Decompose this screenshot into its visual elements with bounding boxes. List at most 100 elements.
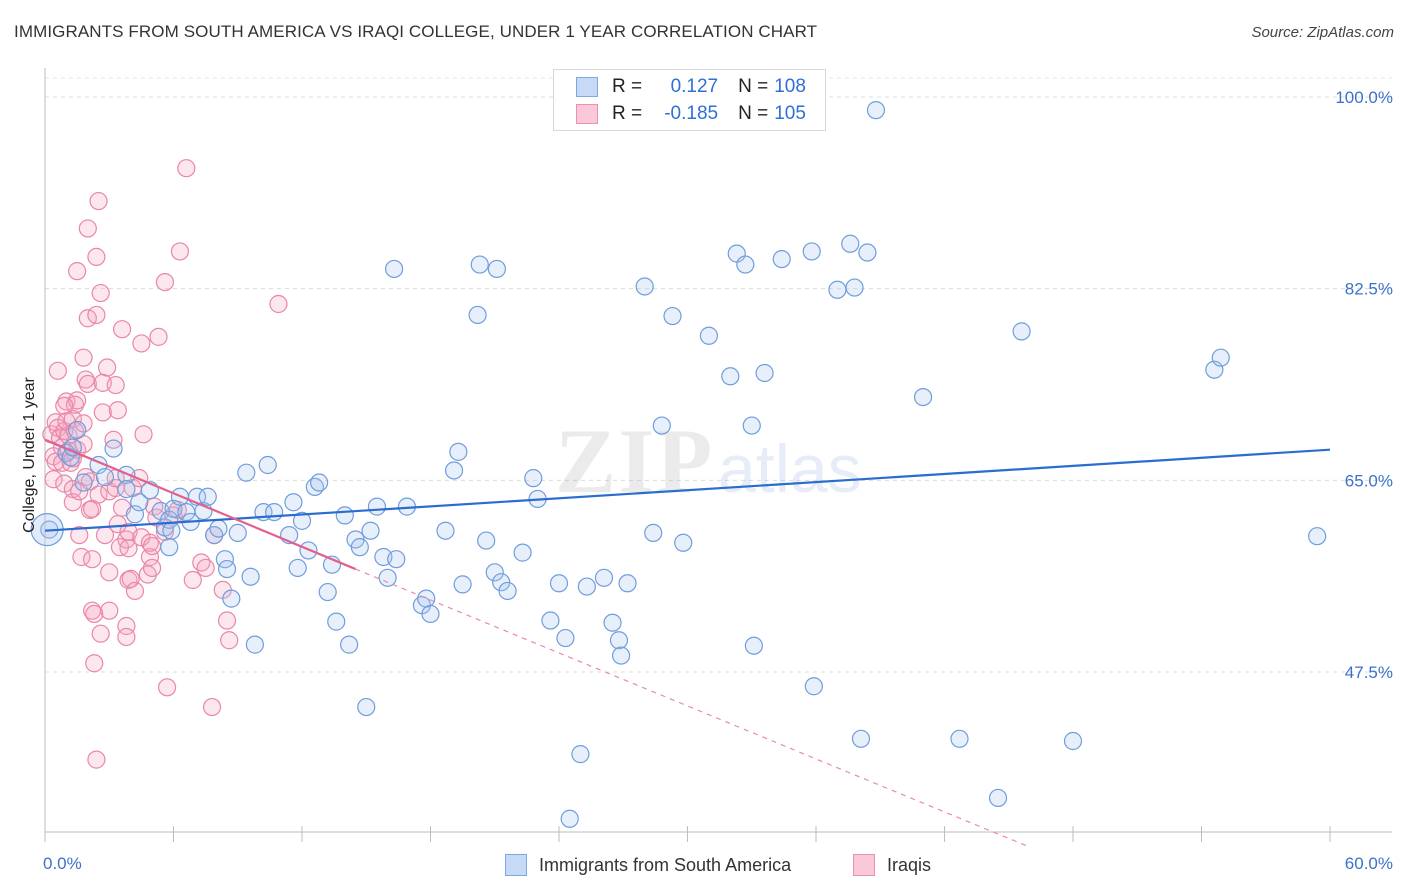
data-point <box>644 523 663 543</box>
data-point <box>513 543 532 562</box>
data-point <box>378 568 397 587</box>
legend-n-value: 105 <box>774 103 806 124</box>
data-point <box>804 677 823 696</box>
data-point <box>618 574 637 593</box>
data-point <box>142 558 162 578</box>
y-tick-label: 82.5% <box>1345 280 1393 299</box>
data-point <box>112 320 132 339</box>
data-point <box>140 547 160 567</box>
data-point <box>310 473 329 492</box>
data-point <box>577 577 596 596</box>
data-point <box>421 604 440 624</box>
data-point <box>222 589 241 608</box>
data-point <box>284 493 303 512</box>
data-point <box>560 809 579 828</box>
data-point <box>70 525 89 545</box>
bottom-legend-south-america: Immigrants from South America <box>505 852 791 878</box>
data-point <box>841 234 860 253</box>
data-point <box>100 563 119 582</box>
data-point <box>63 493 82 512</box>
legend-n-label: N = <box>738 76 769 97</box>
data-point <box>802 242 821 261</box>
data-point <box>350 538 369 557</box>
data-point <box>721 367 740 386</box>
data-point <box>384 259 404 279</box>
data-point <box>612 646 631 665</box>
data-point <box>258 455 277 475</box>
data-point <box>78 374 97 394</box>
data-point <box>245 635 264 654</box>
data-point <box>74 414 93 433</box>
data-point <box>87 247 106 267</box>
y-tick-label: 47.5% <box>1345 663 1393 682</box>
data-point <box>556 628 575 648</box>
axes <box>44 68 1392 842</box>
data-point <box>80 472 100 491</box>
data-point <box>121 569 140 589</box>
data-point <box>202 697 222 717</box>
data-point <box>196 558 215 578</box>
legend-row-iraqis: R = -0.185 N = 105 <box>576 102 806 126</box>
data-point <box>498 581 517 601</box>
data-point <box>68 262 87 281</box>
data-point <box>217 611 237 630</box>
data-point <box>477 531 496 550</box>
data-point <box>198 487 217 506</box>
data-point <box>91 283 110 303</box>
data-point <box>436 521 455 540</box>
data-point <box>89 191 108 211</box>
data-point <box>1012 322 1031 341</box>
data-point <box>132 334 151 353</box>
data-point <box>142 536 162 556</box>
data-point <box>83 550 102 569</box>
data-point <box>44 470 63 489</box>
data-point <box>950 729 969 748</box>
watermark: ZIP atlas <box>555 410 862 512</box>
legend-n-value: 108 <box>774 76 806 97</box>
data-point <box>361 521 380 540</box>
data-point <box>736 255 755 274</box>
data-point <box>828 280 847 299</box>
data-point <box>858 243 877 262</box>
bottom-legend-swatch-pink <box>853 854 875 876</box>
bottom-legend-label: Immigrants from South America <box>539 854 792 875</box>
data-point <box>220 631 239 650</box>
data-point <box>104 439 123 458</box>
bottom-legend-swatch-blue <box>505 854 527 876</box>
trend-line-south-america <box>44 448 1331 532</box>
data-point <box>988 788 1008 808</box>
data-point <box>1211 348 1230 367</box>
data-point <box>845 278 864 297</box>
data-point <box>674 533 693 552</box>
data-point <box>357 697 376 717</box>
data-point <box>635 277 654 296</box>
legend-swatch-blue <box>576 77 598 97</box>
data-point <box>74 473 93 492</box>
data-point <box>55 396 74 415</box>
data-point <box>417 589 436 608</box>
data-point <box>327 612 346 631</box>
data-point <box>444 461 464 480</box>
data-point <box>209 519 228 538</box>
data-point <box>130 493 149 512</box>
trend-line-iraqis-extended <box>355 568 1031 848</box>
data-point <box>125 505 145 524</box>
data-point <box>108 401 127 420</box>
data-point <box>125 581 145 601</box>
data-point <box>335 506 354 525</box>
data-point <box>237 463 256 482</box>
data-point <box>265 502 284 522</box>
y-tick-labels: 47.5% 65.0% 82.5% 100.0% <box>1335 88 1393 682</box>
data-point <box>72 547 91 567</box>
watermark-atlas: atlas <box>718 431 862 507</box>
bottom-legend-label: Iraqis <box>887 854 932 875</box>
data-point <box>549 574 569 593</box>
data-point <box>68 420 87 440</box>
data-point <box>318 582 337 602</box>
data-point <box>742 416 761 435</box>
x-tick-labels: 0.0% 60.0% <box>43 854 1393 873</box>
legend-r-label: R = <box>612 76 643 97</box>
data-point <box>449 442 468 461</box>
data-point <box>524 469 543 488</box>
legend-r-value: 0.127 <box>670 76 719 97</box>
